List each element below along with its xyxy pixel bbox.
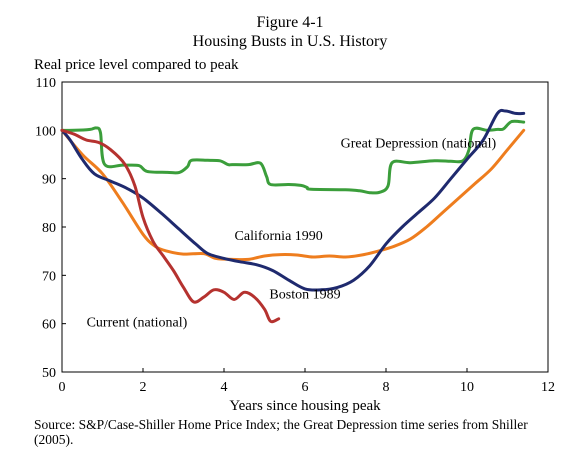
chart-title: Figure 4-1 <box>256 14 324 31</box>
chart-subtitle: Housing Busts in U.S. History <box>192 33 388 50</box>
y-axis-label: Real price level compared to peak <box>34 57 239 73</box>
x-tick-label: 0 <box>59 380 66 395</box>
x-tick-label: 2 <box>140 380 147 395</box>
y-tick-label: 60 <box>42 318 56 333</box>
series-label-california-1990: California 1990 <box>235 229 323 244</box>
x-axis-label: Years since housing peak <box>229 398 381 414</box>
y-tick-label: 100 <box>35 124 56 139</box>
x-tick-label: 10 <box>460 380 474 395</box>
series-line-california-1990 <box>60 128 526 262</box>
y-tick-label: 110 <box>36 76 56 91</box>
series-line-boston-1989 <box>60 108 526 292</box>
x-tick-label: 4 <box>221 380 228 395</box>
y-tick-label: 90 <box>42 173 56 188</box>
x-tick-label: 12 <box>541 380 555 395</box>
y-tick-label: 70 <box>42 269 56 284</box>
series-line-current-national <box>60 128 281 324</box>
series-label-current-national: Current (national) <box>87 316 188 331</box>
series-label-boston-1989: Boston 1989 <box>269 288 340 303</box>
x-tick-label: 6 <box>302 380 309 395</box>
source-note: Source: S&P/Case-Shiller Home Price Inde… <box>34 417 528 447</box>
y-tick-label: 50 <box>42 366 56 381</box>
series-line-great-depression-national <box>60 119 526 195</box>
y-tick-label: 80 <box>42 221 56 236</box>
series-label-great-depression-national: Great Depression (national) <box>341 136 497 151</box>
x-tick-label: 8 <box>383 380 390 395</box>
